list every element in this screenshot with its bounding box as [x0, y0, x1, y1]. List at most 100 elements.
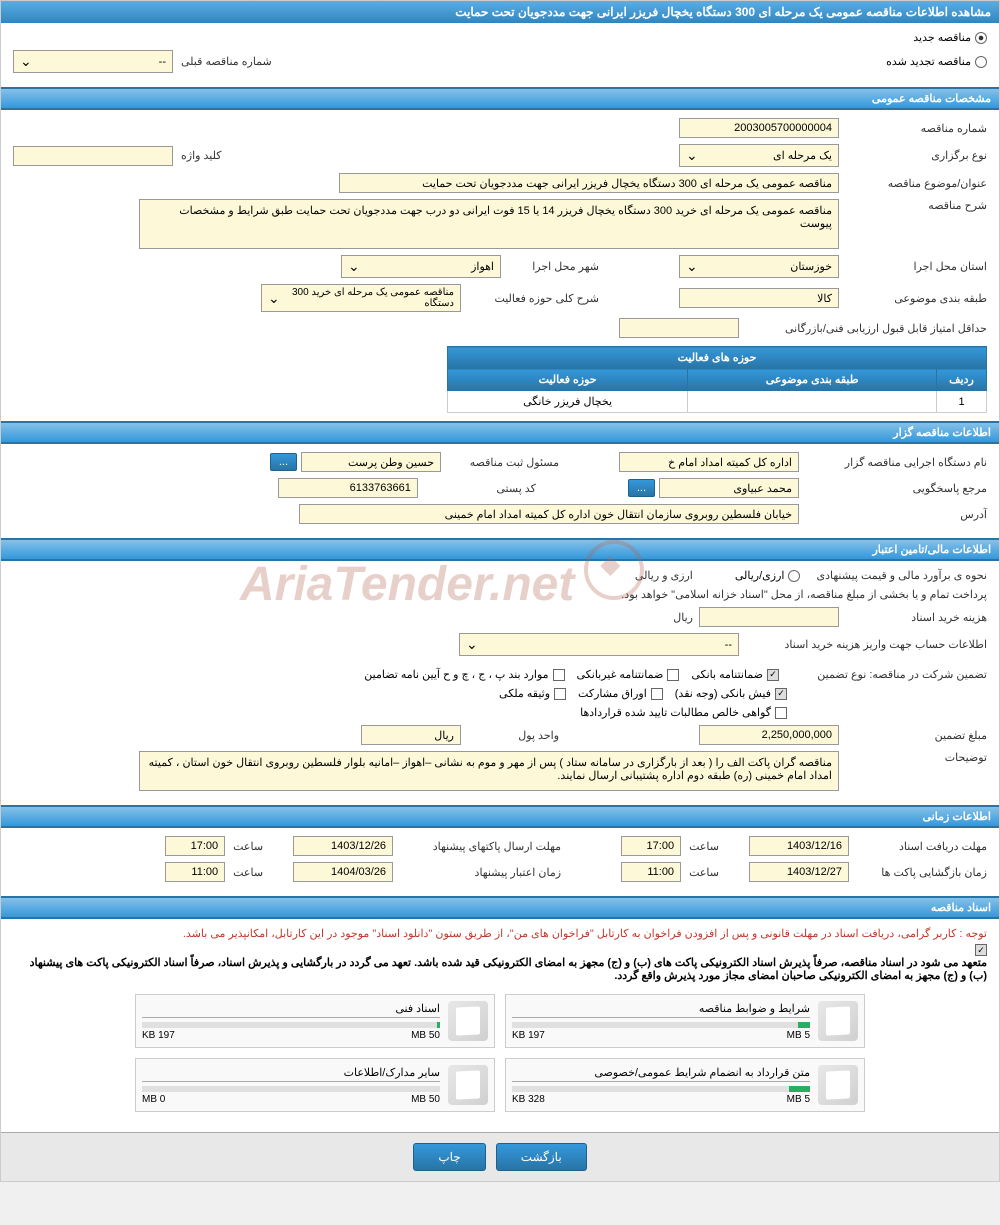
contact-field: محمد عبیاوی [659, 478, 799, 498]
unit-field: ریال [361, 725, 461, 745]
cb-commitment[interactable]: ✓ [971, 944, 987, 956]
time-label-2: ساعت [233, 840, 263, 853]
category-field[interactable]: کالا [679, 288, 839, 308]
subject-label: عنوان/موضوع مناقصه [847, 177, 987, 190]
type-select[interactable]: یک مرحله ای [679, 144, 839, 167]
postal-field: 6133763661 [278, 478, 418, 498]
folder-icon [818, 1065, 858, 1105]
account-select[interactable]: -- [459, 633, 739, 656]
section-financial: اطلاعات مالی/تامین اعتبار [1, 538, 999, 561]
unit-label: واحد پول [469, 729, 559, 742]
docs-note-commitment: متعهد می شود در اسناد مناقصه، صرفاً پذیر… [13, 956, 987, 982]
file-blocks: شرایط و ضوابط مناقصه 5 MB197 KB اسناد فن… [13, 994, 987, 1112]
activity-table-title: حوزه های فعالیت [448, 347, 987, 369]
prev-tender-label: شماره مناقصه قبلی [181, 55, 272, 68]
currency-riyal-label: ارزی و ریالی [635, 569, 693, 582]
registrar-field: حسین وطن پرست [301, 452, 441, 472]
scope-label: شرح کلی حوزه فعالیت [469, 292, 599, 305]
treasury-note: پرداخت تمام و یا بخشی از مبلغ مناقصه، از… [621, 588, 987, 601]
time-label-1: ساعت [689, 840, 719, 853]
cb-cash[interactable]: ✓فیش بانکی (وجه نقد) [675, 687, 787, 700]
validity-date: 1404/03/26 [293, 862, 393, 882]
cb-contract-cert[interactable]: گواهی خالص مطالبات تایید شده قراردادها [580, 706, 787, 719]
min-score-label: حداقل امتیاز قابل قبول ارزیابی فنی/بازرگ… [747, 322, 987, 335]
tender-no-field: 2003005700000004 [679, 118, 839, 138]
subject-field[interactable]: مناقصه عمومی یک مرحله ای 300 دستگاه یخچا… [339, 173, 839, 193]
time-label-3: ساعت [689, 866, 719, 879]
validity-time: 11:00 [165, 862, 225, 882]
open-date: 1403/12/27 [749, 862, 849, 882]
tender-no-label: شماره مناقصه [847, 122, 987, 135]
cb-bonds[interactable]: اوراق مشارکت [578, 687, 663, 700]
cb-regulation[interactable]: موارد بند پ ، ج ، چ و ح آیین نامه تضامین [364, 668, 564, 681]
col-row: ردیف [937, 369, 987, 391]
keyword-field[interactable] [13, 146, 173, 166]
validity-label: زمان اعتبار پیشنهاد [401, 866, 561, 879]
address-field: خیابان فلسطین روبروی سازمان انتقال خون ا… [299, 504, 799, 524]
footer: بازگشت چاپ [1, 1132, 999, 1181]
guarantee-label: تضمین شرکت در مناقصه: نوع تضمین [787, 668, 987, 681]
send-date: 1403/12/26 [293, 836, 393, 856]
folder-icon [448, 1065, 488, 1105]
postal-label: کد پستی [426, 482, 536, 495]
receive-date: 1403/12/16 [749, 836, 849, 856]
province-label: استان محل اجرا [847, 260, 987, 273]
open-time: 11:00 [621, 862, 681, 882]
back-button[interactable]: بازگشت [496, 1143, 587, 1171]
city-select[interactable]: اهواز [341, 255, 501, 278]
org-field: اداره کل کمیته امداد امام خ [619, 452, 799, 472]
province-select[interactable]: خوزستان [679, 255, 839, 278]
receive-time: 17:00 [621, 836, 681, 856]
receive-label: مهلت دریافت اسناد [857, 840, 987, 853]
radio-renewed-tender[interactable]: مناقصه تجدید شده [886, 55, 987, 68]
desc-label: شرح مناقصه [847, 199, 987, 212]
section-holder: اطلاعات مناقصه گزار [1, 421, 999, 444]
col-activity: حوزه فعالیت [448, 369, 688, 391]
cb-property[interactable]: وثیقه ملکی [499, 687, 566, 700]
file-block-technical[interactable]: اسناد فنی 50 MB197 KB [135, 994, 495, 1048]
city-label: شهر محل اجرا [509, 260, 599, 273]
prev-tender-select[interactable]: -- [13, 50, 173, 73]
send-label: مهلت ارسال پاکتهای پیشنهاد [401, 840, 561, 853]
contact-label: مرجع پاسخگویی [807, 482, 987, 495]
file-block-other[interactable]: سایر مدارک/اطلاعات 50 MB0 MB [135, 1058, 495, 1112]
radio-new-tender[interactable]: مناقصه جدید [913, 31, 987, 44]
doc-cost-field[interactable] [699, 607, 839, 627]
contact-more-button[interactable]: ... [628, 479, 655, 497]
desc-textarea[interactable]: مناقصه عمومی یک مرحله ای خرید 300 دستگاه… [139, 199, 839, 249]
col-category: طبقه بندی موضوعی [688, 369, 937, 391]
file-block-terms[interactable]: شرایط و ضوابط مناقصه 5 MB197 KB [505, 994, 865, 1048]
send-time: 17:00 [165, 836, 225, 856]
time-label-4: ساعت [233, 866, 263, 879]
address-label: آدرس [807, 508, 987, 521]
print-button[interactable]: چاپ [413, 1143, 485, 1171]
doc-cost-label: هزینه خرید اسناد [847, 611, 987, 624]
riyal-unit: ریال [673, 611, 693, 624]
cb-bank-guarantee[interactable]: ✓ضمانتنامه بانکی [691, 668, 779, 681]
registrar-label: مسئول ثبت مناقصه [449, 456, 559, 469]
amount-field[interactable]: 2,250,000,000 [699, 725, 839, 745]
main-container: مشاهده اطلاعات مناقصه عمومی یک مرحله ای … [0, 0, 1000, 1182]
section-general: مشخصات مناقصه عمومی [1, 87, 999, 110]
registrar-more-button[interactable]: ... [270, 453, 297, 471]
activity-table: حوزه های فعالیت ردیف طبقه بندی موضوعی حو… [447, 346, 987, 413]
amount-label: مبلغ تضمین [847, 729, 987, 742]
method-label: نحوه ی برآورد مالی و قیمت پیشنهادی [816, 569, 987, 582]
file-block-contract[interactable]: متن قرارداد به انضمام شرایط عمومی/خصوصی … [505, 1058, 865, 1112]
section-docs: اسناد مناقصه [1, 896, 999, 919]
folder-icon [448, 1001, 488, 1041]
notes-label: توضیحات [847, 751, 987, 764]
section-time: اطلاعات زمانی [1, 805, 999, 828]
docs-note-red: توجه : کاربر گرامی، دریافت اسناد در مهلت… [13, 927, 987, 940]
notes-textarea[interactable]: مناقصه گران پاکت الف را ( بعد از بارگزار… [139, 751, 839, 791]
keyword-label: کلید واژه [181, 149, 221, 162]
account-label: اطلاعات حساب جهت واریز هزینه خرید اسناد [747, 638, 987, 651]
radio-currency[interactable]: ارزی/ریالی [735, 569, 801, 582]
open-label: زمان بازگشایی پاکت ها [857, 866, 987, 879]
cb-nonbank-guarantee[interactable]: ضمانتنامه غیربانکی [577, 668, 680, 681]
type-label: نوع برگزاری [847, 149, 987, 162]
scope-select[interactable]: مناقصه عمومی یک مرحله ای خرید 300 دستگاه [261, 284, 461, 312]
page-title: مشاهده اطلاعات مناقصه عمومی یک مرحله ای … [1, 1, 999, 23]
category-label: طبقه بندی موضوعی [847, 292, 987, 305]
min-score-field[interactable] [619, 318, 739, 338]
